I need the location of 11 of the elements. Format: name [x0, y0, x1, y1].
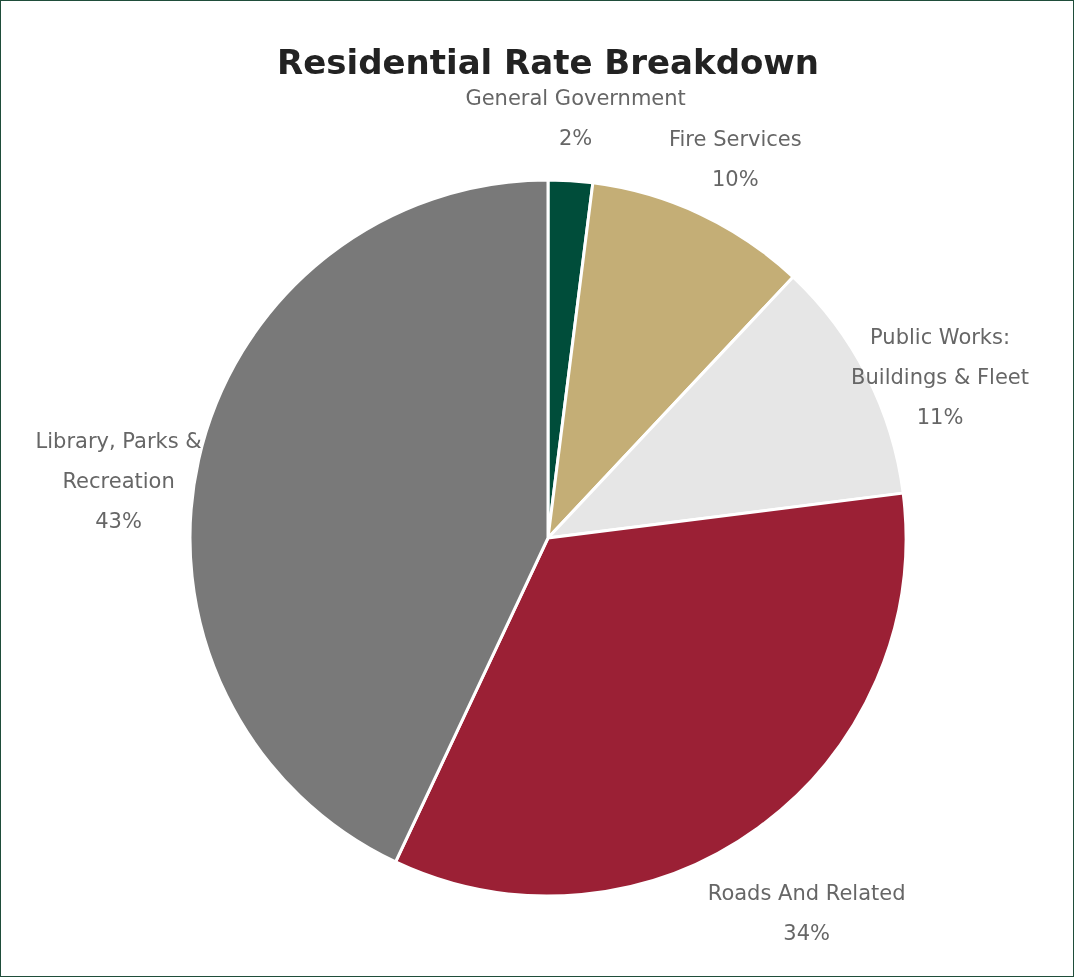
slice-label: General Government: [465, 85, 686, 110]
data-label: 43%: [95, 509, 142, 534]
slice-label: Public Works: Buildings & Fleet: [851, 325, 1029, 390]
data-label: 2%: [558, 125, 593, 150]
chart-title: Residential Rate Breakdown: [277, 42, 819, 82]
slice-label: Roads And Related: [707, 880, 906, 905]
slice-label: Library, Parks & Recreation: [35, 429, 202, 494]
data-label: 10%: [712, 166, 759, 191]
slice-label: Fire Services: [668, 126, 802, 151]
data-label: 34%: [783, 920, 830, 945]
data-label: 11%: [916, 405, 964, 430]
